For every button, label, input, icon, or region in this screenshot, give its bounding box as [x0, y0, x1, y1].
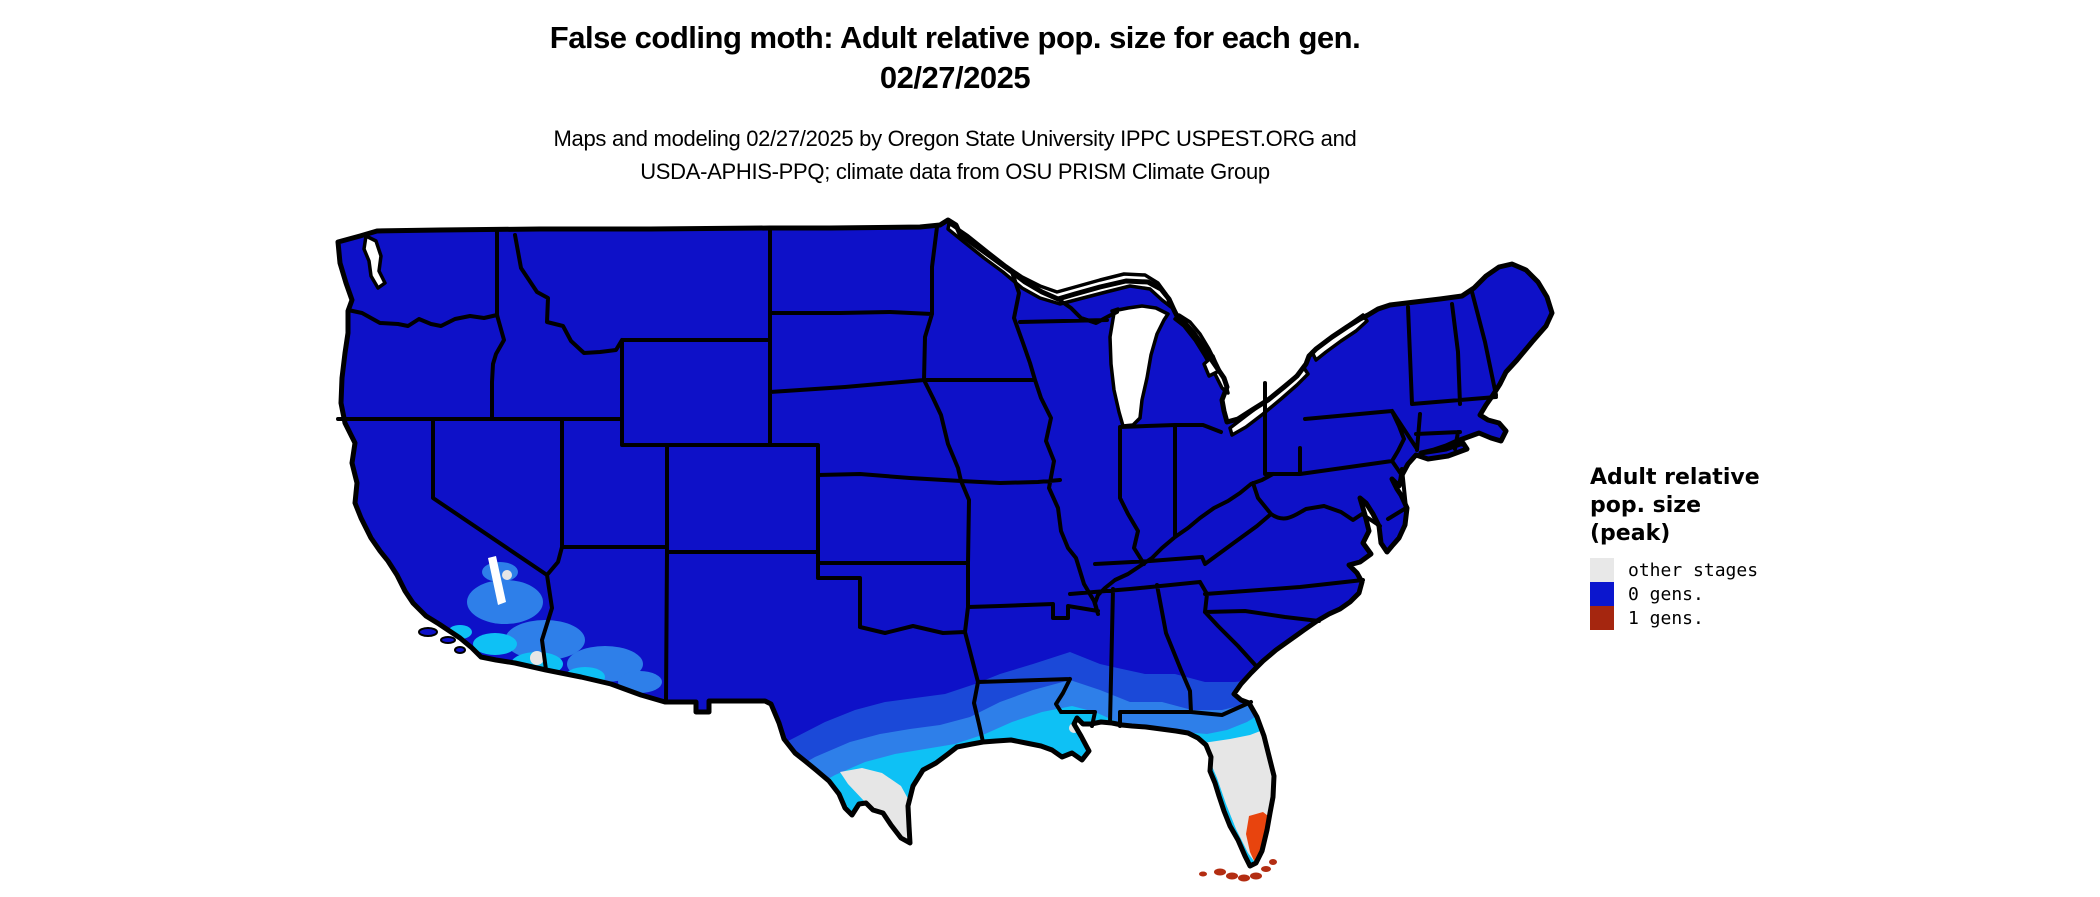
puget-sound	[362, 234, 387, 290]
lake-michigan	[1108, 304, 1170, 428]
legend-rows: other stages 0 gens. 1 gens.	[1590, 558, 1920, 630]
legend-swatch-0-gens	[1590, 582, 1614, 606]
legend-label-other-stages: other stages	[1628, 559, 1759, 581]
subtitle-block: Maps and modeling 02/27/2025 by Oregon S…	[355, 122, 1555, 188]
sierra-snow-streak	[488, 556, 506, 605]
nation-fill	[338, 220, 1552, 866]
credits-line1: Maps and modeling 02/27/2025 by Oregon S…	[553, 126, 1357, 151]
title-block: False codling moth: Adult relative pop. …	[355, 18, 1555, 98]
legend-title-line3: (peak)	[1590, 521, 1671, 546]
state-borders	[336, 225, 1498, 744]
legend-label-0-gens: 0 gens.	[1628, 583, 1704, 605]
us-map-svg	[335, 217, 1555, 882]
legend-row-1-gens: 1 gens.	[1590, 606, 1920, 630]
legend-label-1-gens: 1 gens.	[1628, 607, 1704, 629]
south-texas-gray	[840, 768, 916, 843]
florida-keys-1gen	[1199, 859, 1277, 882]
legend-row-other-stages: other stages	[1590, 558, 1920, 582]
page-title-date: 02/27/2025	[879, 60, 1031, 95]
us-map	[300, 212, 1600, 892]
legend-title-line2: pop. size	[1590, 493, 1701, 518]
legend-swatch-1-gens	[1590, 606, 1614, 630]
legend: Adult relative pop. size (peak) other st…	[1590, 464, 1920, 630]
credits-line2: USDA-APHIS-PPQ; climate data from OSU PR…	[640, 159, 1270, 184]
legend-row-0-gens: 0 gens.	[1590, 582, 1920, 606]
page-title-line1: False codling moth: Adult relative pop. …	[549, 20, 1361, 55]
socal-az-mottle	[448, 556, 662, 693]
nation-outline	[335, 217, 1555, 869]
legend-swatch-other-stages	[1590, 558, 1614, 582]
legend-title-line1: Adult relative	[1590, 465, 1760, 490]
channel-islands	[418, 627, 466, 654]
